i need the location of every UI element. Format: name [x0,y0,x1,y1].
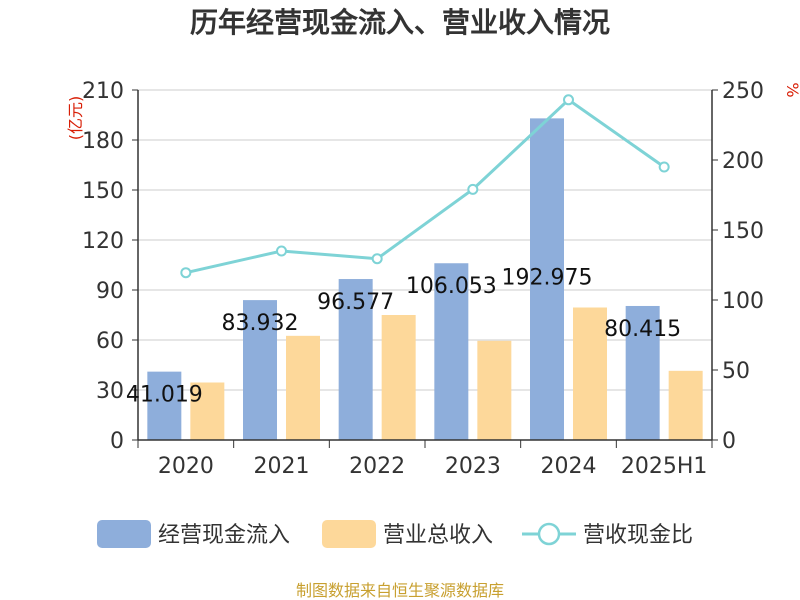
legend-label-cash-inflow: 经营现金流入 [158,523,290,548]
bar-cash-inflow [625,305,660,440]
bar-cash-inflow [243,300,277,440]
legend-label-ratio: 营收现金比 [583,523,693,548]
x-axis-category-label: 2021 [254,454,310,479]
legend: 经营现金流入 营业总收入 营收现金比 [97,520,693,548]
bar-cash-inflow [338,279,373,440]
left-axis-tick-label: 30 [96,379,124,404]
bar-revenue [381,315,416,440]
legend-swatch-cash-inflow [97,520,151,548]
bar-value-label: 41.019 [126,383,203,408]
x-axis-category-label: 2023 [445,454,501,479]
bar-value-label: 80.415 [604,317,681,342]
left-axis-unit: (亿元) [66,96,85,141]
ratio-line-point [371,253,383,265]
ratio-line-point [276,245,287,257]
bar-value-labels: 41.019 83.932 96.577 106.053 192.975 80.415 [126,265,681,407]
bar-revenue [190,382,225,440]
bar-value-label: 83.932 [222,311,299,336]
right-axis-unit: % [783,82,800,97]
chart-title: 历年经营现金流入、营业收入情况 [190,6,610,39]
ratio-line-point [467,183,479,195]
left-axis-tick-label: 0 [110,429,124,454]
legend-swatch-revenue [322,520,376,548]
source-note: 制图数据来自恒生聚源数据库 [296,581,504,600]
bar-cash-inflow [530,118,564,440]
left-axis-tick-label: 180 [82,129,124,154]
bar-value-label: 106.053 [406,274,497,299]
left-axis-tick-label: 210 [82,79,124,104]
legend-label-revenue: 营业总收入 [383,523,493,548]
x-axis-category-label: 2020 [158,454,214,479]
bar-value-label: 192.975 [502,265,593,290]
bar-revenue [477,340,512,440]
right-axis-tick-label: 200 [722,149,764,174]
axes: 0 30 60 90 120 150 180 210 0 50 100 150 200 250 2020 20… [82,79,764,479]
ratio-line-point [563,94,574,106]
right-axis-tick-label: 0 [722,429,736,454]
left-axis-tick-label: 150 [82,179,124,204]
right-axis-tick-label: 50 [722,359,750,384]
x-axis-category-label: 2024 [541,454,597,479]
bars [147,118,703,440]
bar-revenue [286,335,320,440]
ratio-line [180,94,670,279]
bar-revenue [573,307,607,440]
bar-revenue [668,370,703,440]
ratio-line-point [658,161,670,173]
left-axis-tick-label: 90 [96,279,124,304]
right-axis-tick-label: 250 [722,79,764,104]
left-axis-tick-label: 120 [82,229,124,254]
bar-value-label: 96.577 [317,290,394,315]
right-axis-tick-label: 150 [722,219,764,244]
bar-cash-inflow [434,263,469,440]
right-axis-tick-label: 100 [722,289,764,314]
x-axis-category-label: 2022 [349,454,405,479]
ratio-line-path [185,97,666,275]
left-axis-tick-label: 60 [96,329,124,354]
grid-lines [138,89,712,391]
ratio-line-point [180,267,192,279]
x-axis-category-label: 2025H1 [621,454,708,479]
legend-marker-ratio [537,522,561,546]
bar-cash-inflow [147,371,182,440]
